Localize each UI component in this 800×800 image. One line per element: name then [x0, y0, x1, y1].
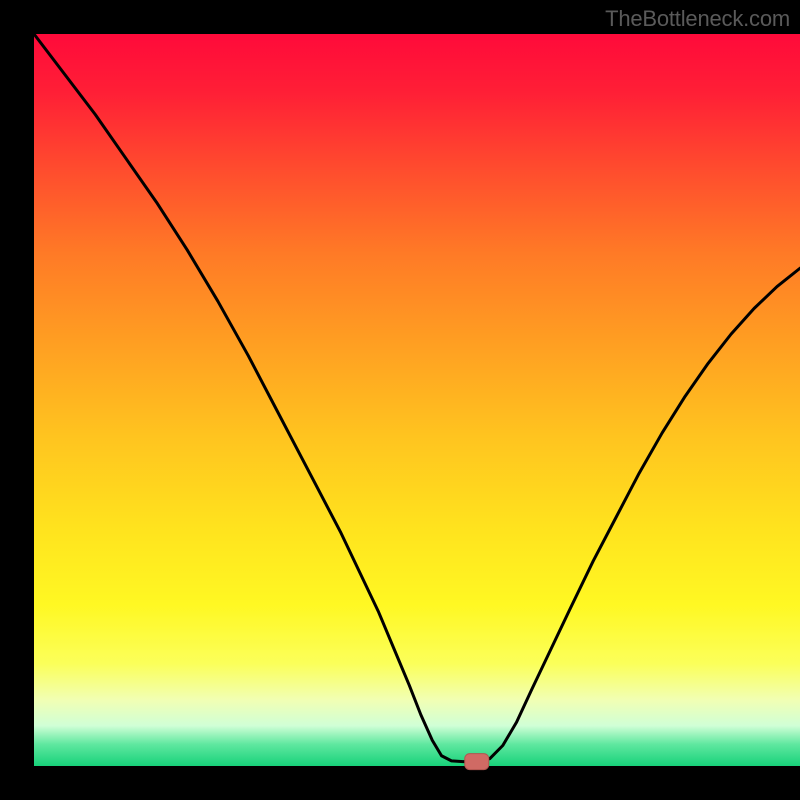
optimal-point-marker — [465, 754, 489, 770]
plot-area — [34, 34, 800, 766]
chart-svg — [0, 0, 800, 800]
watermark-text: TheBottleneck.com — [605, 6, 790, 32]
bottleneck-chart: TheBottleneck.com — [0, 0, 800, 800]
